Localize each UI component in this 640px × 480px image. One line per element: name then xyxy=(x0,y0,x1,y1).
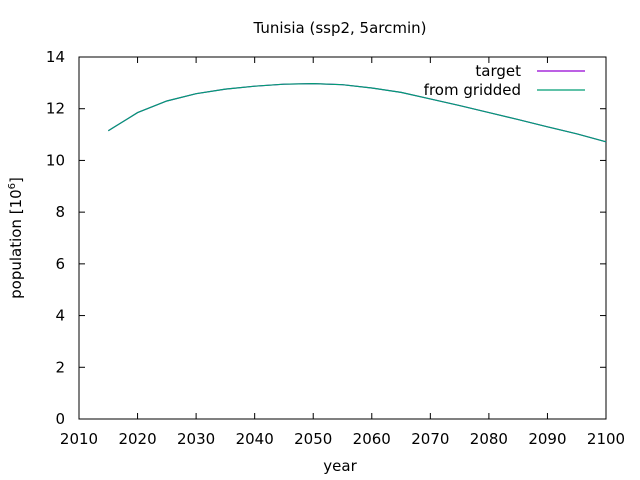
x-tick-label: 2070 xyxy=(411,430,449,448)
y-tick-label: 10 xyxy=(46,151,65,169)
x-tick-label: 2060 xyxy=(353,430,391,448)
x-tick-labels: 2010 2020 2030 2040 2050 2060 2070 2080 2090 2100 xyxy=(60,430,625,448)
x-tick-label: 2080 xyxy=(470,430,508,448)
x-axis-label: year xyxy=(323,457,357,475)
x-tick-label: 2010 xyxy=(60,430,98,448)
x-tick-label: 2090 xyxy=(528,430,566,448)
y-axis-label-exponent: 6 xyxy=(7,183,18,189)
y-axis-label-base: population [10 xyxy=(7,189,25,299)
chart-title: Tunisia (ssp2, 5arcmin) xyxy=(252,19,426,37)
y-tick-label: 6 xyxy=(55,255,65,273)
y-tick-label: 14 xyxy=(46,48,65,66)
series-lines xyxy=(107,82,607,143)
axis-ticks xyxy=(78,56,607,420)
x-tick-label: 2030 xyxy=(177,430,215,448)
x-tick-label: 2050 xyxy=(294,430,332,448)
x-tick-label: 2040 xyxy=(236,430,274,448)
plot-frame xyxy=(78,56,607,420)
x-tick-label: 2020 xyxy=(118,430,156,448)
y-tick-label: 8 xyxy=(55,203,65,221)
series-line-from-gridded xyxy=(107,82,607,143)
legend-label-target: target xyxy=(475,62,521,80)
series-line-target xyxy=(107,82,607,143)
legend-label-from-gridded: from gridded xyxy=(424,81,521,99)
y-tick-labels: 0 2 4 6 8 10 12 14 xyxy=(46,48,65,428)
y-tick-label: 0 xyxy=(55,410,65,428)
y-tick-label: 4 xyxy=(55,307,65,325)
y-axis-label: population [106] xyxy=(7,177,25,299)
legend: target from gridded xyxy=(424,62,585,99)
x-tick-label: 2100 xyxy=(587,430,625,448)
y-axis-label-close: ] xyxy=(7,177,25,183)
y-tick-label: 12 xyxy=(46,100,65,118)
y-tick-label: 2 xyxy=(55,358,65,376)
